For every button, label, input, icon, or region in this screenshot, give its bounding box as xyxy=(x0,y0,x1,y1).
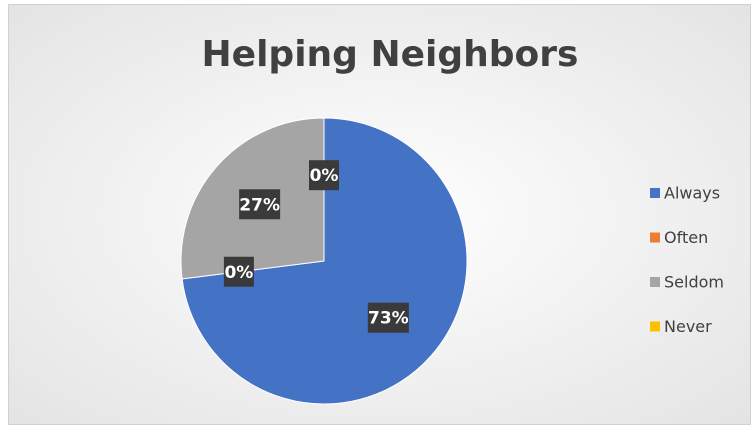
legend-label: Never xyxy=(664,317,712,336)
data-label: 27% xyxy=(239,195,280,215)
data-labels: 73% 0% 27% 0% xyxy=(223,160,409,333)
legend-label: Seldom xyxy=(664,273,724,292)
data-label: 0% xyxy=(224,263,253,283)
legend-swatch xyxy=(650,321,660,332)
data-label-box xyxy=(223,256,254,287)
legend-label: Always xyxy=(664,184,720,203)
legend-swatch xyxy=(650,188,660,198)
data-label-box xyxy=(309,160,339,191)
data-label: 73% xyxy=(368,309,409,329)
legend: Always Often Seldom Never xyxy=(650,184,724,336)
legend-swatch xyxy=(650,277,660,287)
legend-label: Often xyxy=(664,228,708,247)
data-label-box xyxy=(239,189,281,220)
data-label-box xyxy=(367,302,409,333)
chart-title: Helping Neighbors xyxy=(202,34,579,75)
legend-swatch xyxy=(650,232,660,243)
data-label: 0% xyxy=(310,166,339,186)
